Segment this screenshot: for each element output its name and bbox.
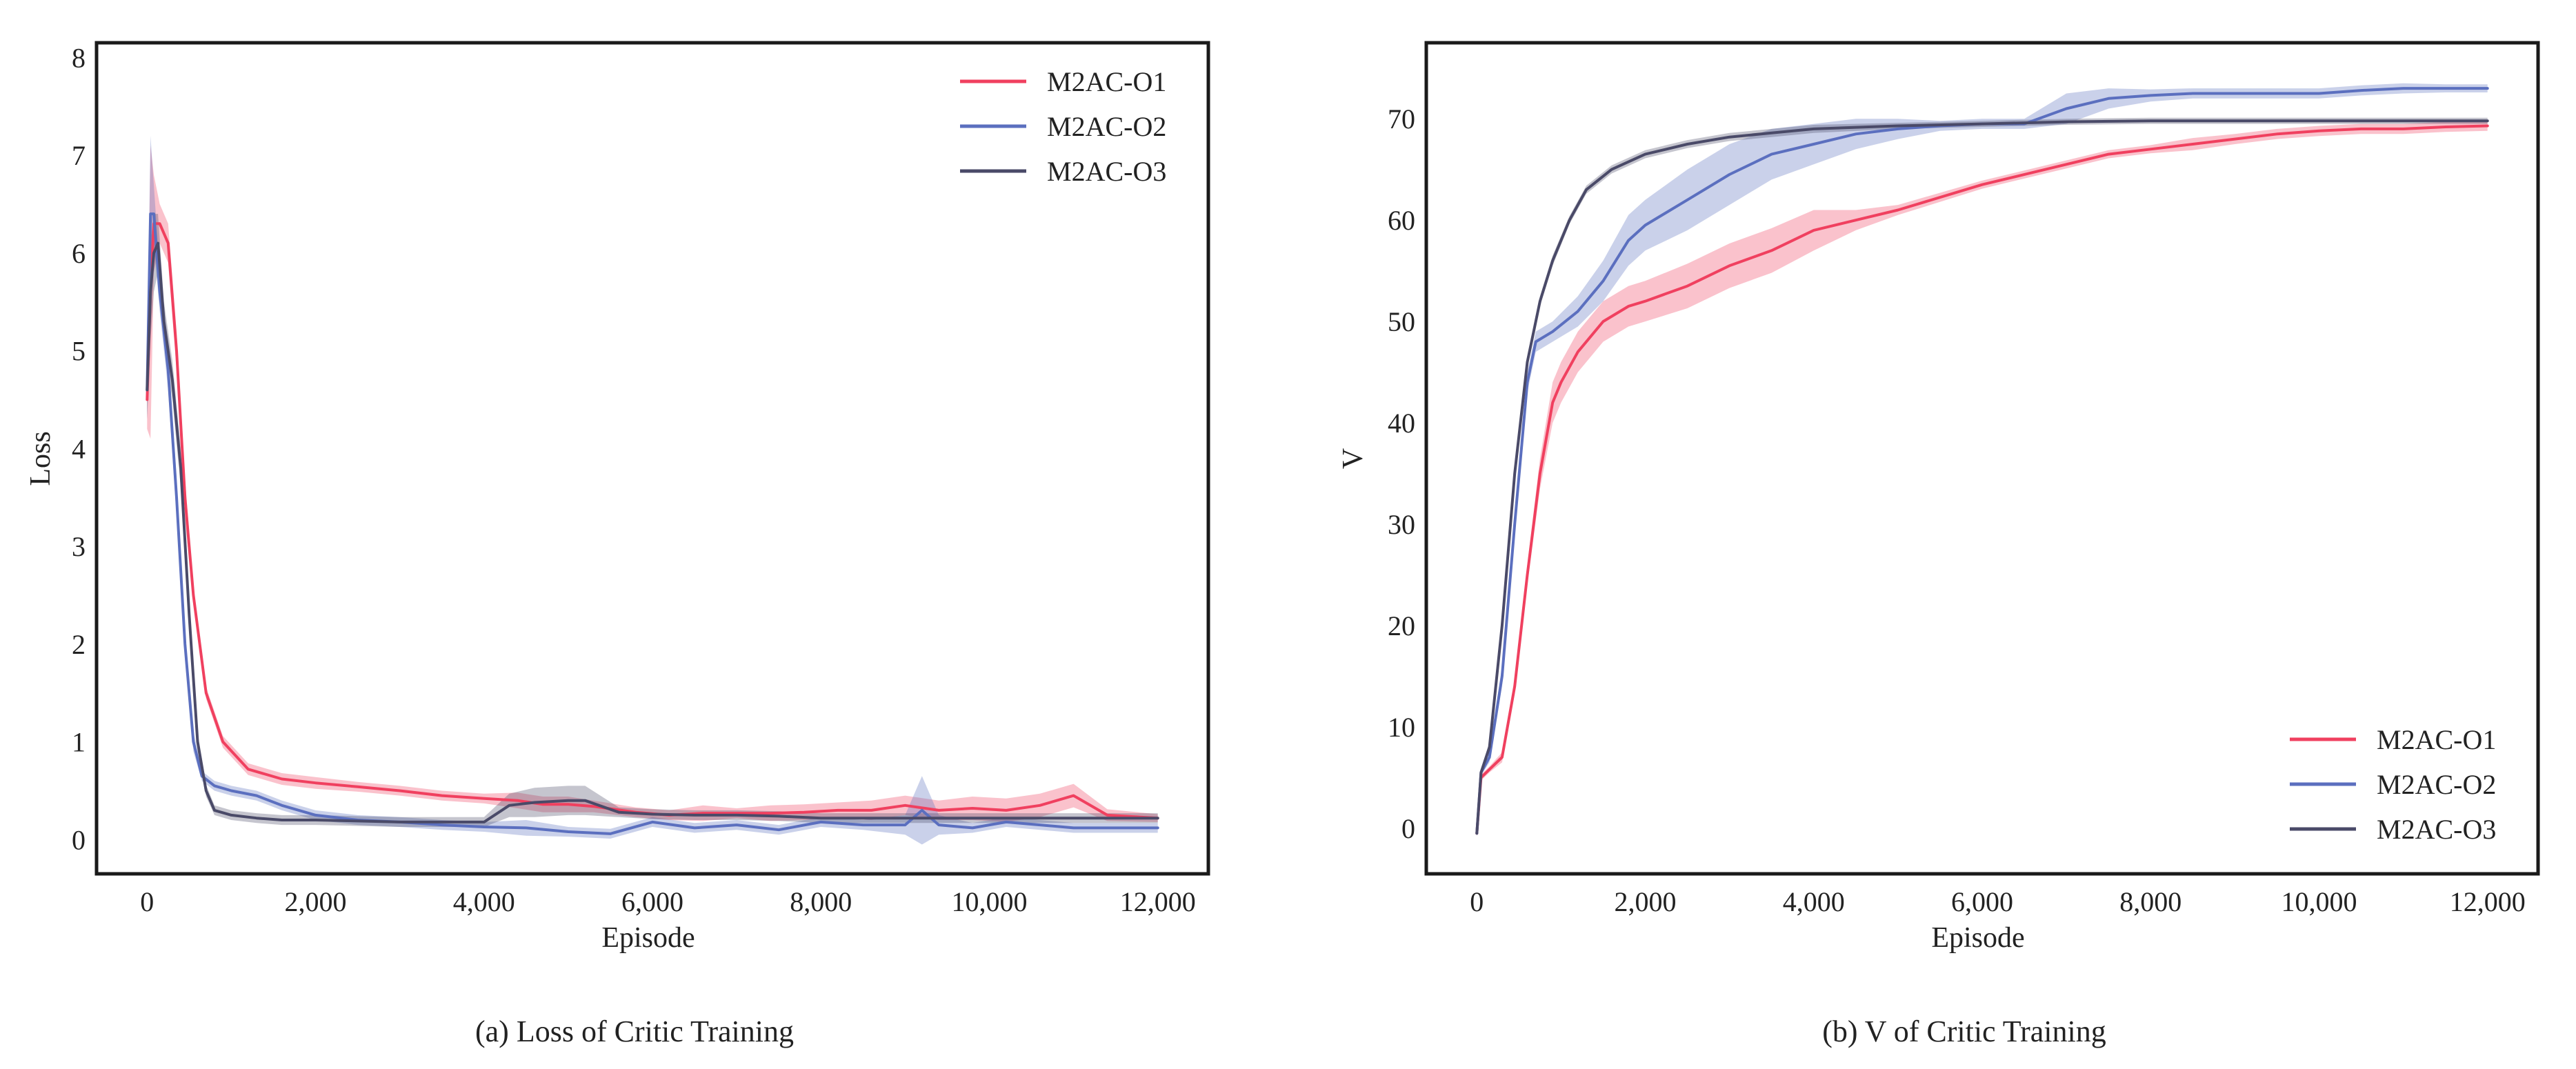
legend-label-m2ac-o2: M2AC-O2 [1047, 111, 1166, 142]
x-tick-label: 4,000 [453, 886, 515, 917]
y-tick-label: 70 [1388, 103, 1415, 134]
value-chart-caption: (b) V of Critic Training [1822, 1015, 2106, 1048]
y-tick-label: 30 [1388, 509, 1415, 540]
y-tick-label: 0 [1401, 813, 1415, 844]
y-tick-label: 20 [1388, 610, 1415, 641]
value-chart-xlabel: Episode [1931, 922, 2024, 954]
series-line-m2ac-o3 [1475, 119, 2489, 835]
series-line-m2ac-o2 [1475, 87, 2489, 835]
loss-chart-x-ticks: 0 2,000 4,000 6,000 8,000 10,000 12,000 [140, 886, 1195, 917]
legend-label-m2ac-o2: M2AC-O2 [2377, 769, 2496, 800]
value-chart-x-ticks: 0 2,000 4,000 6,000 8,000 10,000 12,000 [1470, 886, 2525, 917]
legend-label-m2ac-o1: M2AC-O1 [1047, 66, 1166, 97]
x-tick-label: 10,000 [2281, 886, 2357, 917]
y-tick-label: 50 [1388, 306, 1415, 337]
series-line-m2ac-o1 [1475, 124, 2489, 835]
legend-label-m2ac-o3: M2AC-O3 [2377, 814, 2496, 845]
y-tick-label: 40 [1388, 408, 1415, 439]
x-tick-label: 2,000 [285, 886, 347, 917]
x-tick-label: 0 [140, 886, 154, 917]
x-tick-label: 12,000 [2450, 886, 2526, 917]
value-chart-legend: M2AC-O1 M2AC-O2 M2AC-O3 [2290, 724, 2496, 845]
loss-chart-y-ticks: 0 1 2 3 4 5 6 7 8 [72, 42, 86, 855]
y-tick-label: 2 [72, 629, 86, 660]
x-tick-label: 8,000 [2119, 886, 2181, 917]
x-tick-label: 8,000 [790, 886, 852, 917]
series-line-m2ac-o3 [146, 241, 1159, 823]
loss-chart-caption: (a) Loss of Critic Training [475, 1015, 794, 1048]
y-tick-label: 5 [72, 336, 86, 367]
loss-chart-legend: M2AC-O1 M2AC-O2 M2AC-O3 [960, 66, 1166, 187]
x-tick-label: 10,000 [951, 886, 1027, 917]
loss-chart-xlabel: Episode [601, 922, 695, 954]
y-tick-label: 10 [1388, 712, 1415, 743]
x-tick-label: 6,000 [1951, 886, 2013, 917]
loss-chart-frame [94, 41, 1210, 876]
value-chart-y-ticks: 0 10 20 30 40 50 60 70 [1388, 103, 1415, 844]
y-tick-label: 4 [72, 433, 86, 464]
y-tick-label: 7 [72, 140, 86, 171]
x-tick-label: 0 [1470, 886, 1484, 917]
x-tick-label: 4,000 [1783, 886, 1845, 917]
loss-chart-lines [146, 212, 1159, 835]
series-line-m2ac-o2 [146, 212, 1159, 835]
loss-chart-ylabel: Loss [25, 431, 57, 486]
y-tick-label: 8 [72, 42, 86, 73]
value-chart-lines [1475, 87, 2489, 835]
x-tick-label: 12,000 [1120, 886, 1196, 917]
y-tick-label: 1 [72, 727, 86, 758]
y-tick-label: 60 [1388, 205, 1415, 236]
x-tick-label: 2,000 [1615, 886, 1677, 917]
legend-label-m2ac-o3: M2AC-O3 [1047, 156, 1166, 187]
value-chart-panel: 0 2,000 4,000 6,000 8,000 10,000 12,000 0 10 20 3… [1337, 41, 2540, 1048]
y-tick-label: 0 [72, 824, 86, 855]
legend-label-m2ac-o1: M2AC-O1 [2377, 724, 2496, 755]
y-tick-label: 3 [72, 531, 86, 562]
value-chart-frame [1424, 41, 2540, 876]
value-chart-ylabel: V [1337, 448, 1369, 469]
loss-chart-panel: 0 2,000 4,000 6,000 8,000 10,000 12,000 0 1 2 3 4 5… [25, 41, 1210, 1048]
series-line-m2ac-o1 [146, 222, 1159, 820]
y-tick-label: 6 [72, 238, 86, 269]
x-tick-label: 6,000 [621, 886, 683, 917]
